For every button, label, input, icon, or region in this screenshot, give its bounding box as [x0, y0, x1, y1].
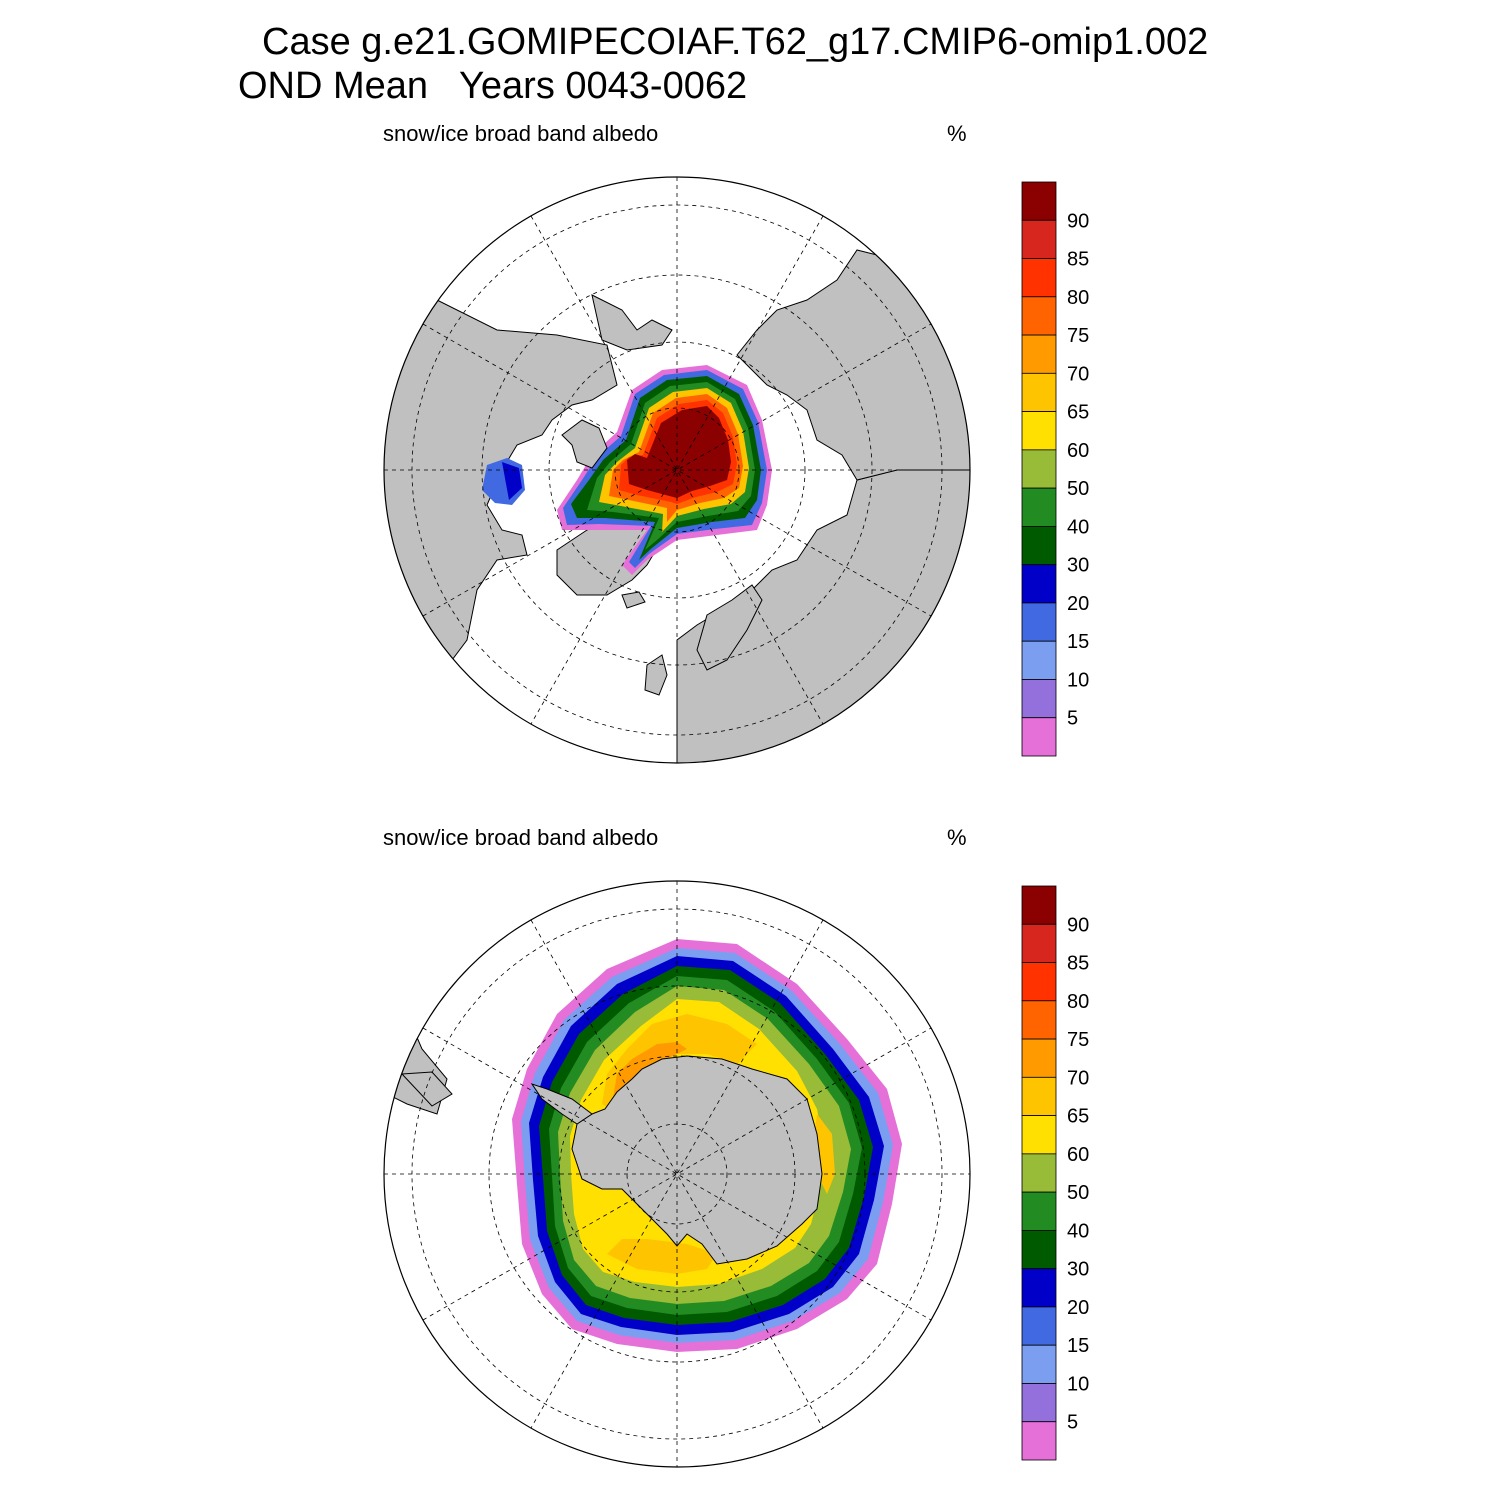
north-colorbar-tick-label: 10	[1067, 669, 1089, 691]
north-colorbar-swatch	[1021, 717, 1057, 757]
south-land-antarctica	[571, 1055, 823, 1265]
south-colorbar-tick-label: 90	[1067, 914, 1089, 936]
north-colorbar: 5 10 15 20 30 40 50 60 65 70 75 80 85 90	[1021, 181, 1089, 757]
south-colorbar-swatch	[1021, 885, 1057, 925]
south-colorbar: 5 10 15 20 30 40 50 60 65 70 75 80 85 90	[1021, 885, 1089, 1461]
south-colorbar-swatch	[1021, 1383, 1057, 1423]
north-graticule	[384, 177, 970, 763]
south-colorbar-tick-label: 60	[1067, 1144, 1089, 1166]
south-units-label: %	[947, 825, 967, 850]
south-colorbar-swatch	[1021, 1076, 1057, 1116]
north-colorbar-swatch	[1021, 296, 1057, 336]
south-colorbar-swatch	[1021, 1344, 1057, 1384]
south-colorbar-tick-label: 20	[1067, 1297, 1089, 1319]
north-land-scandinavia	[696, 584, 763, 671]
south-colorbar-tick-label: 15	[1067, 1335, 1089, 1357]
north-colorbar-tick-label: 90	[1067, 210, 1089, 232]
north-land-america	[384, 279, 618, 691]
north-colorbar-swatch	[1021, 525, 1057, 566]
south-colorbar-tick-label: 75	[1067, 1029, 1089, 1051]
south-graticule	[384, 881, 970, 1467]
south-colorbar-swatch	[1021, 1000, 1057, 1040]
north-colorbar-tick-label: 85	[1067, 249, 1089, 271]
north-colorbar-swatch	[1021, 449, 1057, 489]
north-colorbar-swatch	[1021, 564, 1057, 604]
south-colorbar-swatch	[1021, 1153, 1057, 1193]
south-colorbar-tick-label: 30	[1067, 1259, 1089, 1281]
south-polar-map	[383, 880, 971, 1468]
north-colorbar-swatch	[1021, 679, 1057, 719]
south-colorbar-tick-label: 70	[1067, 1067, 1089, 1089]
south-colorbar-tick-label: 80	[1067, 991, 1089, 1013]
south-colorbar-tick-label: 85	[1067, 953, 1089, 975]
north-colorbar-tick-label: 20	[1067, 593, 1089, 615]
south-colorbar-tick-label: 65	[1067, 1106, 1089, 1128]
north-colorbar-swatch	[1021, 219, 1057, 259]
south-colorbar-tick-label: 50	[1067, 1182, 1089, 1204]
north-colorbar-tick-label: 40	[1067, 516, 1089, 538]
south-colorbar-swatch	[1021, 1229, 1057, 1270]
south-land-peninsula	[530, 1083, 593, 1125]
north-colorbar-swatch	[1021, 372, 1057, 412]
period-title: OND Mean Years 0043-0062	[238, 65, 748, 107]
south-colorbar-swatch	[1021, 1421, 1057, 1461]
south-colorbar-swatch	[1021, 962, 1057, 1002]
north-colorbar-tick-label: 70	[1067, 363, 1089, 385]
south-colorbar-tick-label: 40	[1067, 1220, 1089, 1242]
north-colorbar-tick-label: 5	[1067, 708, 1078, 730]
north-colorbar-tick-label: 75	[1067, 325, 1089, 347]
north-land-siberia	[736, 249, 970, 481]
north-colorbar-swatch	[1021, 334, 1057, 374]
north-land-archipelago	[561, 419, 608, 469]
case-title: Case g.e21.GOMIPECOIAF.T62_g17.CMIP6-omi…	[262, 21, 1209, 63]
north-colorbar-tick-label: 65	[1067, 402, 1089, 424]
north-colorbar-tick-label: 15	[1067, 631, 1089, 653]
south-colorbar-swatch	[1021, 1191, 1057, 1231]
south-colorbar-tick-label: 5	[1067, 1412, 1078, 1434]
north-colorbar-swatch	[1021, 411, 1057, 451]
north-colorbar-tick-label: 60	[1067, 440, 1089, 462]
north-land-britain	[644, 654, 668, 696]
north-colorbar-swatch	[1021, 487, 1057, 527]
south-colorbar-swatch	[1021, 1268, 1057, 1308]
north-colorbar-swatch	[1021, 602, 1057, 642]
north-colorbar-tick-label: 30	[1067, 555, 1089, 577]
south-variable-label: snow/ice broad band albedo	[383, 825, 659, 850]
north-colorbar-swatch	[1021, 640, 1057, 680]
north-land-alaska-east	[591, 294, 673, 351]
north-colorbar-swatch	[1021, 181, 1057, 221]
south-colorbar-swatch	[1021, 1038, 1057, 1078]
north-variable-label: snow/ice broad band albedo	[383, 121, 659, 146]
north-land-island	[621, 591, 646, 609]
north-colorbar-tick-label: 80	[1067, 287, 1089, 309]
south-colorbar-swatch	[1021, 923, 1057, 963]
north-colorbar-tick-label: 50	[1067, 478, 1089, 500]
north-colorbar-swatch	[1021, 258, 1057, 298]
north-sea-ice	[557, 365, 772, 575]
south-colorbar-tick-label: 10	[1067, 1373, 1089, 1395]
north-units-label: %	[947, 121, 967, 146]
north-polar-map	[383, 176, 971, 764]
south-colorbar-swatch	[1021, 1115, 1057, 1155]
south-colorbar-swatch	[1021, 1306, 1057, 1346]
